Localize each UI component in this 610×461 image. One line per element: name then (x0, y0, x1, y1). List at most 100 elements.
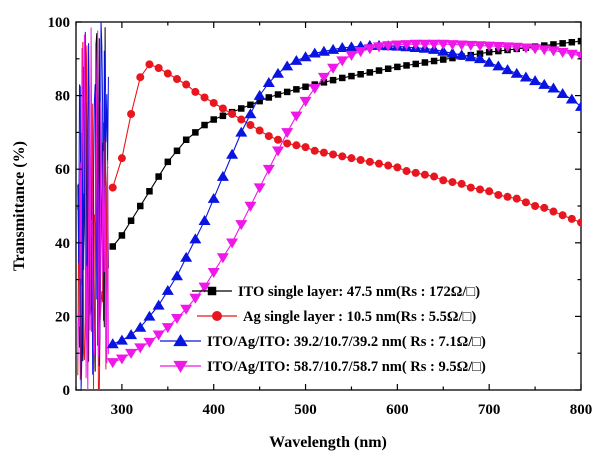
data-point (145, 60, 154, 69)
data-point (409, 39, 422, 50)
data-point (218, 104, 227, 113)
data-point (449, 54, 456, 62)
data-point (189, 233, 202, 244)
series-line (112, 40, 581, 247)
data-point (556, 88, 569, 99)
data-point (173, 75, 181, 84)
data-point (411, 168, 420, 177)
data-point (283, 88, 291, 96)
data-point (345, 50, 358, 61)
data-point (216, 170, 229, 181)
y-tick-label: 80 (55, 89, 70, 105)
data-point (146, 188, 153, 195)
data-point (430, 57, 438, 65)
data-point (125, 329, 138, 340)
data-point (503, 192, 512, 201)
y-tick-label: 0 (63, 383, 71, 399)
data-point (336, 56, 349, 67)
data-point (317, 45, 330, 56)
data-point (394, 63, 401, 71)
data-point (565, 49, 578, 60)
legend-entry: Ag single layer : 10.5 nm(Rs : 5.5Ω/□) (243, 309, 476, 325)
series-line (112, 45, 581, 345)
data-point (272, 67, 284, 78)
data-point (161, 284, 174, 295)
data-point (115, 354, 128, 365)
legend-entry: ITO single layer: 47.5 nm(Rs : 172Ω/□) (238, 284, 480, 300)
data-point (559, 40, 566, 47)
short-wavelength-noise (77, 22, 109, 390)
data-point (446, 47, 459, 58)
data-point (375, 159, 383, 168)
data-point (403, 62, 410, 69)
data-point (262, 77, 275, 87)
data-point (180, 304, 193, 315)
data-point (510, 67, 523, 78)
data-point (501, 64, 514, 75)
data-point (549, 207, 558, 216)
data-point (173, 147, 181, 155)
data-point (143, 310, 156, 321)
data-point (529, 44, 542, 55)
data-point (437, 39, 450, 50)
data-point (308, 83, 321, 94)
data-point (512, 194, 521, 203)
data-point (519, 43, 532, 54)
legend-swatch-marker (212, 311, 222, 321)
data-point (483, 56, 496, 67)
data-point (143, 337, 156, 348)
data-point (391, 40, 404, 51)
data-point (299, 51, 312, 62)
data-point (281, 128, 294, 139)
data-point (293, 86, 300, 93)
data-point (510, 42, 523, 53)
data-point (455, 49, 468, 60)
data-point (327, 63, 340, 74)
data-point (565, 93, 578, 104)
data-point (373, 42, 385, 53)
legend-entry: ITO/Ag/ITO: 39.2/10.7/39.2 nm( Rs : 7.1Ω… (207, 334, 486, 350)
data-point (117, 154, 126, 163)
data-point (253, 183, 266, 194)
data-point (412, 60, 419, 68)
data-point (446, 40, 459, 51)
data-point (308, 47, 321, 58)
data-point (567, 214, 576, 223)
data-point (501, 42, 514, 53)
data-point (163, 69, 172, 78)
data-point (200, 93, 209, 102)
data-point (529, 75, 542, 86)
data-point (118, 232, 126, 239)
data-point (272, 146, 284, 157)
data-point (207, 267, 220, 278)
data-point (189, 293, 202, 304)
data-point (182, 80, 191, 89)
data-point (281, 60, 294, 71)
data-point (558, 211, 567, 220)
data-point (310, 146, 319, 155)
data-point (519, 71, 532, 82)
data-point (302, 83, 309, 91)
data-point (283, 139, 292, 148)
data-point (161, 323, 174, 334)
data-point (540, 203, 549, 212)
y-tick-label: 40 (55, 236, 70, 252)
x-tick-label: 700 (478, 402, 501, 418)
data-point (115, 334, 128, 345)
data-point (327, 43, 340, 54)
data-point (474, 53, 486, 64)
data-point (137, 202, 144, 210)
data-point (219, 112, 227, 120)
data-point (531, 202, 540, 210)
data-point (226, 148, 239, 159)
data-point (256, 97, 263, 105)
data-point (127, 217, 135, 224)
data-point (464, 51, 477, 62)
data-point (384, 161, 393, 170)
data-point (538, 78, 551, 89)
data-point (191, 87, 200, 96)
data-point (483, 41, 496, 52)
data-point (182, 136, 190, 144)
data-point (575, 100, 581, 111)
